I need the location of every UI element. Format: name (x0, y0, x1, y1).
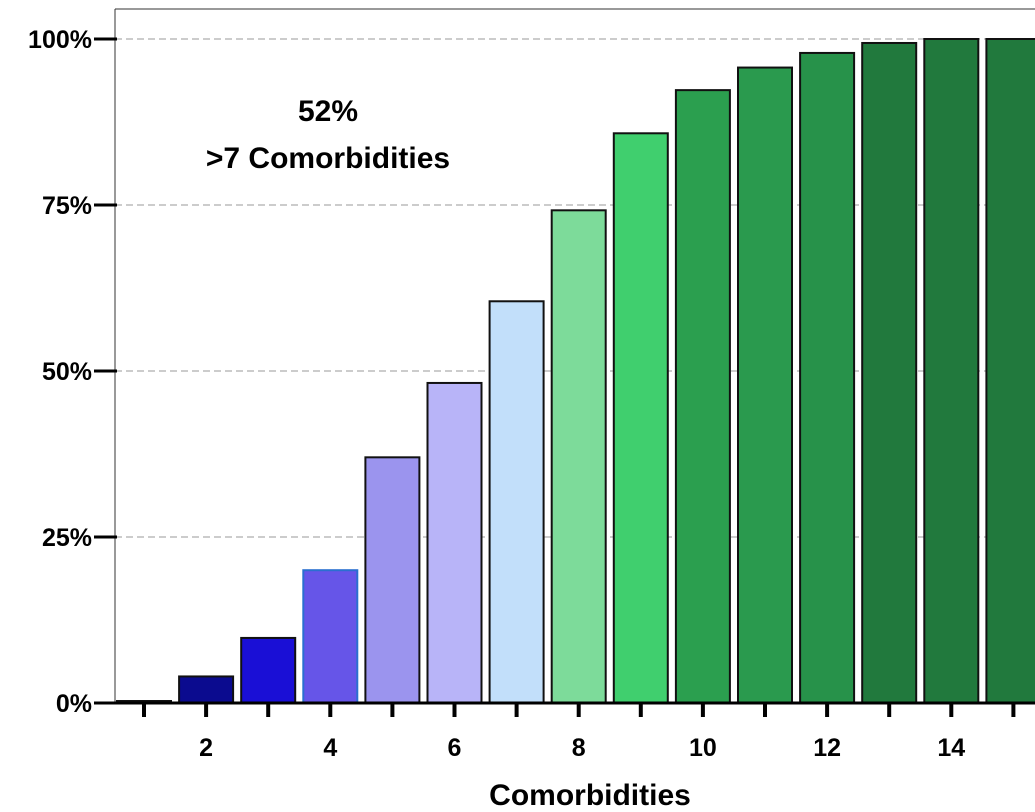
x-tick-label: 8 (572, 734, 586, 762)
annotation-line-1: 52% (298, 95, 358, 128)
y-ticks: 0% 25% 50% 75% 100% (28, 26, 117, 718)
y-tick-label: 100% (28, 26, 92, 54)
y-tick-label: 75% (42, 192, 92, 220)
annotation-line-2: >7 Comorbidities (206, 142, 450, 175)
bar (612, 132, 669, 704)
bars (116, 38, 1035, 705)
bar (178, 675, 235, 705)
bar (861, 41, 918, 704)
x-axis-title: Comorbidities (489, 779, 691, 812)
x-tick-label: 14 (937, 734, 965, 762)
bar (364, 456, 421, 704)
bar (674, 89, 731, 705)
bar (426, 381, 483, 704)
x-tick-label: 2 (199, 734, 213, 762)
y-tick-label: 25% (42, 524, 92, 552)
bar (799, 51, 856, 705)
x-tick-label: 6 (448, 734, 462, 762)
bar (737, 66, 793, 704)
x-tick-label: 10 (689, 734, 717, 762)
x-ticks: 2 4 6 8 10 12 14 (142, 703, 1016, 762)
bar (488, 300, 545, 704)
y-tick-label: 50% (42, 358, 92, 386)
bar (240, 636, 297, 704)
bar (302, 569, 359, 705)
bar (923, 38, 980, 704)
bar (550, 209, 607, 704)
x-tick-label: 4 (323, 734, 337, 762)
x-tick-label: 12 (813, 734, 841, 762)
y-tick-label: 0% (56, 690, 92, 718)
bar (985, 38, 1035, 704)
